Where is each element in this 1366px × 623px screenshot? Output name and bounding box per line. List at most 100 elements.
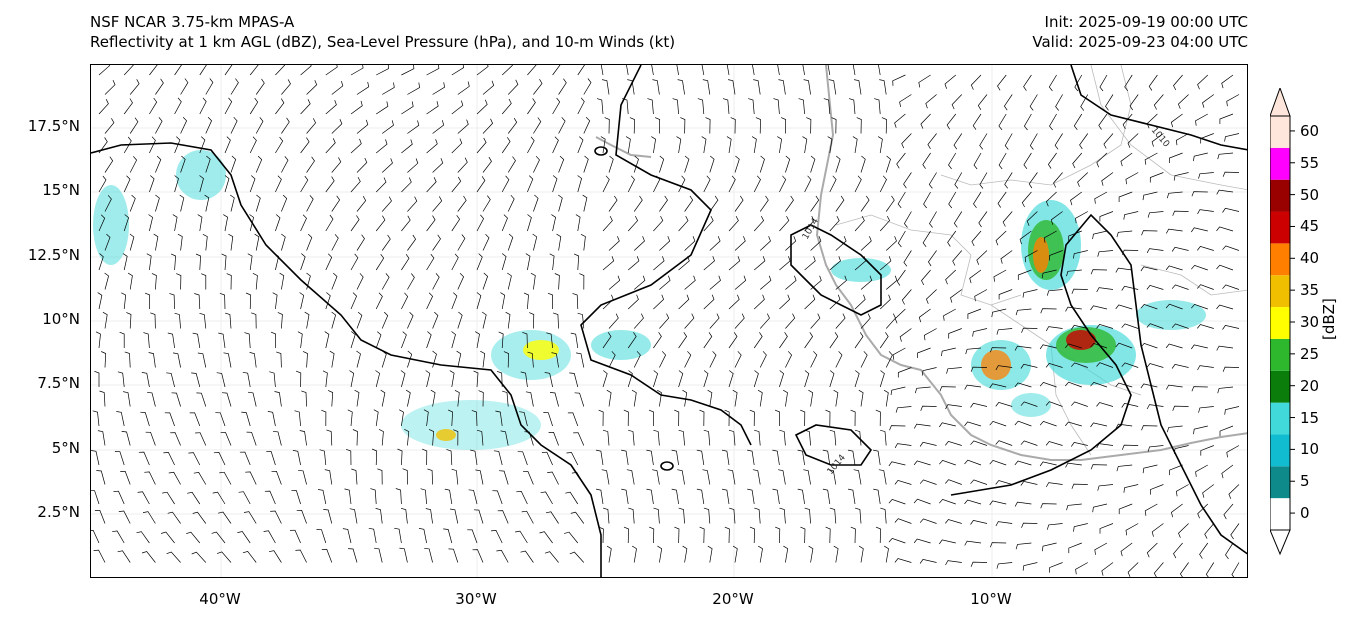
wind-barb xyxy=(897,367,912,378)
wind-barb xyxy=(652,79,660,95)
wind-barb xyxy=(137,491,150,505)
wind-barb xyxy=(996,328,1013,335)
wind-barb xyxy=(680,117,686,134)
wind-barb xyxy=(432,234,441,251)
wind-barb xyxy=(943,308,956,321)
wind-barb xyxy=(401,253,410,271)
wind-barb xyxy=(1225,542,1234,560)
wind-barb xyxy=(1071,442,1088,447)
wind-barb xyxy=(657,389,662,407)
wind-barb xyxy=(380,389,386,407)
wind-barb xyxy=(167,332,175,349)
wind-barb xyxy=(1147,445,1164,452)
wind-barb xyxy=(101,351,107,368)
wind-barb xyxy=(319,449,327,466)
wind-barb xyxy=(401,139,413,154)
wind-barb xyxy=(551,352,559,368)
wind-barb xyxy=(802,65,805,76)
wind-barb xyxy=(1099,74,1108,92)
wind-barb xyxy=(422,448,428,466)
wind-barb xyxy=(653,215,664,232)
wind-barb xyxy=(927,133,937,149)
wind-barb xyxy=(734,236,746,251)
wind-barb xyxy=(228,233,234,251)
wind-barb xyxy=(451,331,456,349)
wind-barb xyxy=(602,332,612,349)
wind-barb xyxy=(829,332,839,349)
wind-barb xyxy=(885,275,898,290)
wind-barb xyxy=(482,195,491,212)
wind-barb xyxy=(1223,503,1234,520)
wind-barb xyxy=(829,175,837,193)
wind-barb xyxy=(952,250,963,266)
wind-barb xyxy=(829,429,837,446)
wind-barb xyxy=(633,275,646,290)
wind-barb xyxy=(879,294,891,310)
wind-barb xyxy=(998,152,1007,170)
wind-barb xyxy=(995,480,1013,485)
wind-barb xyxy=(119,331,125,348)
wind-barb xyxy=(873,488,881,505)
wind-barb xyxy=(216,372,226,388)
wind-barb xyxy=(780,117,787,134)
wind-barb xyxy=(97,430,106,446)
wind-barb xyxy=(758,545,763,563)
wind-barb xyxy=(269,371,276,388)
wind-barb xyxy=(728,332,738,349)
wind-barb xyxy=(167,511,181,524)
wind-barb xyxy=(1171,246,1189,252)
wind-barb xyxy=(533,194,539,212)
wind-barb xyxy=(211,531,226,544)
wind-barb xyxy=(1200,133,1214,144)
wind-barb xyxy=(684,155,690,173)
wind-barb xyxy=(432,196,443,212)
wind-barb xyxy=(659,275,671,290)
wind-barb xyxy=(1023,152,1032,170)
wind-barb xyxy=(810,195,820,212)
wind-barb xyxy=(939,498,956,505)
wind-barb xyxy=(289,529,301,544)
colorbar-tick-label: 45 xyxy=(1300,217,1320,236)
wind-barb xyxy=(678,332,688,349)
wind-barb xyxy=(1055,94,1063,111)
wind-barb xyxy=(627,175,635,193)
wind-barb xyxy=(345,448,352,466)
wind-barb xyxy=(523,292,529,310)
wind-barb xyxy=(1075,562,1088,575)
lon-label-30w: 30°W xyxy=(455,590,497,608)
wind-barb xyxy=(972,328,988,337)
wind-barb xyxy=(426,331,432,349)
wind-barb xyxy=(1002,211,1013,227)
wind-barb xyxy=(145,431,156,446)
wind-barb xyxy=(297,331,303,349)
wind-barb xyxy=(120,471,131,485)
wind-barb xyxy=(356,157,368,173)
wind-barb xyxy=(199,136,206,154)
wind-barb xyxy=(854,215,865,232)
wind-barb xyxy=(835,195,845,212)
wind-barb xyxy=(193,472,207,485)
title-left: NSF NCAR 3.75-km MPAS-A Reflectivity at … xyxy=(90,12,675,52)
wind-barb xyxy=(480,350,486,368)
wind-barb xyxy=(888,537,906,544)
wind-barb xyxy=(759,195,769,212)
wind-barb xyxy=(969,269,982,284)
wind-barb xyxy=(475,469,484,485)
wind-barb xyxy=(381,158,393,173)
wind-barb xyxy=(376,65,389,76)
wind-barb xyxy=(1129,94,1139,111)
lat-label-12-5: 12.5°N xyxy=(27,246,80,264)
wind-barb xyxy=(1096,362,1114,368)
wind-barb xyxy=(1140,303,1158,310)
wind-barb xyxy=(1045,362,1063,368)
wind-barb xyxy=(595,449,604,466)
wind-barb xyxy=(275,175,282,193)
wind-barb xyxy=(325,253,333,271)
wind-barb xyxy=(533,79,543,95)
wind-barb xyxy=(96,470,106,485)
wind-barb xyxy=(1090,464,1108,470)
wind-barb xyxy=(606,545,612,563)
wind-barb xyxy=(275,65,286,76)
wind-barb xyxy=(570,332,579,349)
wind-barb xyxy=(885,313,896,329)
